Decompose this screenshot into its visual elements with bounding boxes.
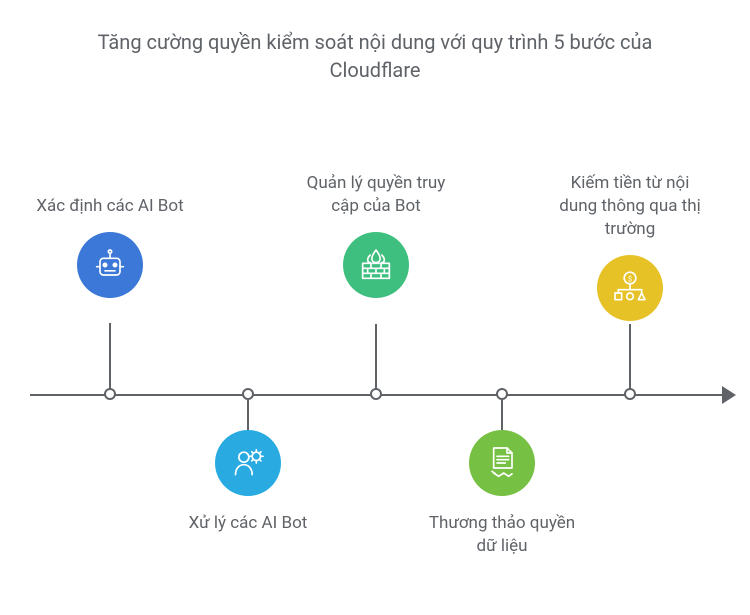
step-monetize-content: Kiếm tiền từ nội dung thông qua thị trườ… xyxy=(550,172,710,321)
step-dot xyxy=(242,388,254,400)
timeline-arrow xyxy=(722,386,736,404)
step-connector xyxy=(629,324,631,390)
firewall-icon xyxy=(356,245,396,285)
step-dot xyxy=(624,388,636,400)
step-identify-ai-bot: Xác định các AI Bot xyxy=(30,195,190,298)
step-dot xyxy=(496,388,508,400)
step-label: Thương thảo quyền dữ liệu xyxy=(422,512,582,558)
step-label: Xử lý các AI Bot xyxy=(168,512,328,535)
step-circle xyxy=(215,430,281,496)
marketplace-icon: $ xyxy=(610,268,650,308)
step-dot xyxy=(370,388,382,400)
step-connector xyxy=(109,323,111,389)
gear-person-icon xyxy=(228,443,268,483)
step-connector xyxy=(247,400,249,430)
step-process-ai-bot: Xử lý các AI Bot xyxy=(168,394,328,535)
step-connector xyxy=(501,400,503,430)
step-circle: $ xyxy=(597,255,663,321)
step-circle xyxy=(77,232,143,298)
step-negotiate-data-rights: Thương thảo quyền dữ liệu xyxy=(422,394,582,558)
timeline-diagram: Xác định các AI Bot xyxy=(0,0,750,615)
step-connector xyxy=(375,324,377,390)
contract-icon xyxy=(482,443,522,483)
svg-text:$: $ xyxy=(628,274,632,283)
step-label: Kiếm tiền từ nội dung thông qua thị trườ… xyxy=(550,172,710,241)
step-label: Xác định các AI Bot xyxy=(30,195,190,218)
step-circle xyxy=(469,430,535,496)
step-circle xyxy=(343,232,409,298)
step-label: Quản lý quyền truy cập của Bot xyxy=(296,172,456,218)
step-manage-bot-access: Quản lý quyền truy cập của Bot xyxy=(296,172,456,298)
step-dot xyxy=(104,388,116,400)
robot-icon xyxy=(90,245,130,285)
